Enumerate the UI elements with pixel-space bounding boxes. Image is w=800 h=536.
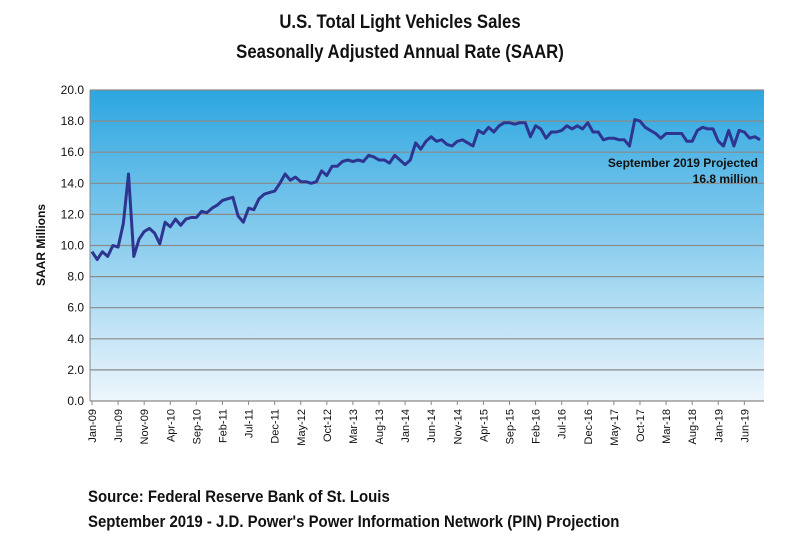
y-tick-label: 0.0 bbox=[67, 394, 84, 408]
x-tick-label: Aug-13 bbox=[374, 409, 386, 444]
x-tick-label: Aug-18 bbox=[687, 409, 699, 444]
source-line-2: September 2019 - J.D. Power's Power Info… bbox=[88, 512, 620, 531]
y-tick-label: 20.0 bbox=[61, 83, 85, 97]
y-axis-label: SAAR Millions bbox=[34, 204, 48, 286]
chart-subtitle: Seasonally Adjusted Annual Rate (SAAR) bbox=[236, 42, 564, 63]
x-tick-label: May-12 bbox=[296, 409, 308, 446]
x-tick-label: Jun-09 bbox=[113, 409, 125, 443]
x-tick-label: Jul-11 bbox=[244, 409, 256, 438]
x-tick-label: Dec-11 bbox=[270, 409, 282, 444]
y-tick-label: 14.0 bbox=[61, 176, 85, 190]
source-line-1: Source: Federal Reserve Bank of St. Loui… bbox=[88, 487, 390, 506]
y-tick-label: 8.0 bbox=[67, 270, 84, 284]
y-tick-label: 6.0 bbox=[67, 301, 84, 315]
x-tick-label: Oct-12 bbox=[322, 409, 334, 442]
x-tick-label: Sep-15 bbox=[505, 409, 517, 444]
chart-title: U.S. Total Light Vehicles Sales bbox=[279, 12, 521, 33]
y-tick-label: 18.0 bbox=[61, 114, 85, 128]
x-tick-label: Jun-14 bbox=[426, 409, 438, 443]
x-tick-label: Jul-16 bbox=[557, 409, 569, 439]
x-tick-label: Apr-10 bbox=[165, 409, 177, 442]
x-tick-label: Feb-16 bbox=[531, 409, 543, 444]
y-tick-label: 10.0 bbox=[61, 239, 85, 253]
y-tick-label: 16.0 bbox=[61, 145, 85, 159]
x-tick-label: Mar-18 bbox=[661, 409, 673, 444]
series-line bbox=[90, 118, 761, 261]
x-tick-label: Nov-09 bbox=[139, 409, 151, 444]
chart: 0.02.04.06.08.010.012.014.016.018.020.0 … bbox=[34, 83, 764, 446]
annotation-line2: 16.8 million bbox=[693, 172, 758, 186]
x-tick-label: Oct-17 bbox=[635, 409, 647, 442]
annotation-line1: September 2019 Projected bbox=[608, 156, 758, 170]
x-tick-label: Jan-19 bbox=[713, 409, 725, 443]
x-tick-label: Nov-14 bbox=[452, 409, 464, 444]
x-tick-label: Apr-15 bbox=[478, 409, 490, 442]
x-tick-label: Mar-13 bbox=[348, 409, 360, 444]
x-tick-label: Feb-11 bbox=[217, 409, 229, 443]
x-tick-label: Jan-14 bbox=[400, 409, 412, 443]
y-tick-label: 12.0 bbox=[61, 207, 85, 221]
y-tick-label: 2.0 bbox=[67, 363, 84, 377]
y-tick-label: 4.0 bbox=[67, 332, 84, 346]
x-tick-label: Jan-09 bbox=[87, 409, 99, 443]
x-tick-label: Sep-10 bbox=[191, 409, 203, 444]
x-tick-label: Dec-16 bbox=[583, 409, 595, 444]
x-tick-label: Jun-19 bbox=[739, 409, 751, 443]
x-tick-label: May-17 bbox=[609, 409, 621, 446]
